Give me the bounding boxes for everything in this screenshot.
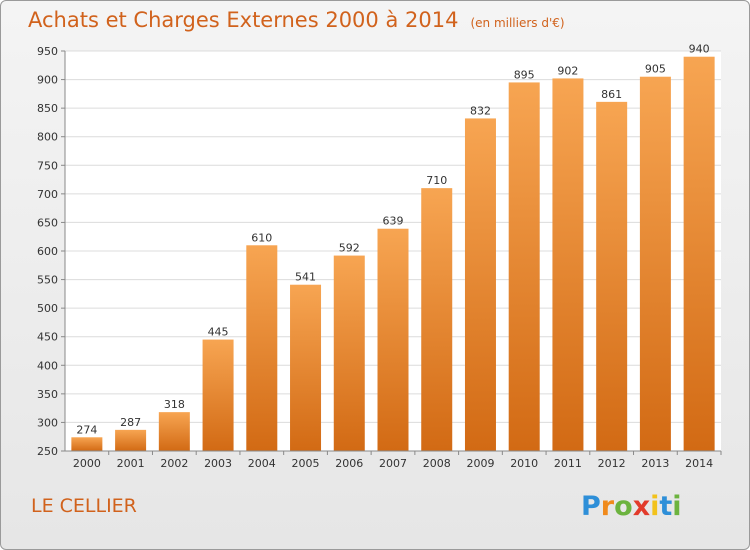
value-label: 861 <box>601 88 622 101</box>
value-label: 832 <box>470 104 491 117</box>
bar-2013 <box>639 76 671 451</box>
x-tick-label: 2012 <box>598 457 626 470</box>
x-tick-label: 2009 <box>466 457 494 470</box>
logo-letter: o <box>614 491 633 522</box>
y-tick-label: 250 <box>37 445 58 458</box>
x-tick-label: 2013 <box>641 457 669 470</box>
logo-letter: P <box>581 491 601 522</box>
logo-letter: i <box>672 491 682 522</box>
value-label: 274 <box>76 423 97 436</box>
bar-2000 <box>71 437 103 451</box>
y-tick-label: 750 <box>37 159 58 172</box>
value-label: 905 <box>645 63 666 76</box>
logo-letter: r <box>600 491 615 522</box>
title-text: Achats et Charges Externes 2000 à 2014 <box>28 8 459 32</box>
value-label: 445 <box>208 326 229 339</box>
x-tick-label: 2006 <box>335 457 363 470</box>
value-label: 318 <box>164 398 185 411</box>
y-tick-label: 650 <box>37 216 58 229</box>
chart-subtitle: (en milliers d'€) <box>470 16 565 30</box>
x-tick-label: 2003 <box>204 457 232 470</box>
bar-2012 <box>596 101 628 451</box>
bar-2008 <box>421 188 453 451</box>
x-tick-label: 2014 <box>685 457 713 470</box>
y-tick-label: 600 <box>37 245 58 258</box>
bars-group <box>71 56 715 451</box>
bar-2007 <box>377 228 409 451</box>
bar-2002 <box>158 412 190 451</box>
y-tick-label: 350 <box>37 388 58 401</box>
y-axis: 250 300 350 400 450 500 550 600 650 700 750 800 850 9… <box>37 45 65 458</box>
y-tick-label: 450 <box>37 331 58 344</box>
bar-2005 <box>290 284 322 451</box>
value-label: 287 <box>120 416 141 429</box>
value-label: 710 <box>426 174 447 187</box>
bar-2004 <box>246 245 278 451</box>
x-tick-label: 2000 <box>73 457 101 470</box>
x-tick-label: 2011 <box>554 457 582 470</box>
value-label: 541 <box>295 271 316 284</box>
logo-letter: t <box>659 491 673 522</box>
y-tick-label: 900 <box>37 74 58 87</box>
value-label: 902 <box>557 64 578 77</box>
chart-title: Achats et Charges Externes 2000 à 2014 (e… <box>28 8 565 32</box>
bar-2011 <box>552 78 584 451</box>
x-tick-label: 2007 <box>379 457 407 470</box>
bar-2001 <box>115 429 147 451</box>
x-tick-label: 2001 <box>117 457 145 470</box>
value-labels: 274 287 318 445 610 541 592 639 710 832 895 902 861 9… <box>76 43 709 437</box>
bar-2014 <box>683 56 715 451</box>
y-tick-label: 850 <box>37 102 58 115</box>
value-label: 610 <box>251 231 272 244</box>
x-tick-label: 2010 <box>510 457 538 470</box>
proxiti-logo: Proxiti <box>581 491 682 522</box>
x-tick-label: 2004 <box>248 457 276 470</box>
value-label: 639 <box>383 215 404 228</box>
bar-2009 <box>464 118 496 451</box>
x-axis: 2000 2001 2002 2003 2004 2005 2006 2007 2008 2009… <box>73 451 722 470</box>
bar-2010 <box>508 82 540 451</box>
bar-2003 <box>202 339 234 451</box>
value-label: 940 <box>689 43 710 56</box>
logo-letter: i <box>650 491 660 522</box>
value-label: 592 <box>339 242 360 255</box>
logo-letter: x <box>632 491 651 522</box>
y-tick-label: 500 <box>37 302 58 315</box>
value-label: 895 <box>514 68 535 81</box>
x-tick-label: 2005 <box>292 457 320 470</box>
y-tick-label: 400 <box>37 359 58 372</box>
y-tick-label: 700 <box>37 188 58 201</box>
x-tick-label: 2002 <box>160 457 188 470</box>
commune-name: LE CELLIER <box>31 495 137 517</box>
x-tick-label: 2008 <box>423 457 451 470</box>
bar-2006 <box>333 255 365 451</box>
y-tick-label: 300 <box>37 416 58 429</box>
y-tick-label: 950 <box>37 45 58 58</box>
y-tick-label: 800 <box>37 131 58 144</box>
y-tick-label: 550 <box>37 274 58 287</box>
